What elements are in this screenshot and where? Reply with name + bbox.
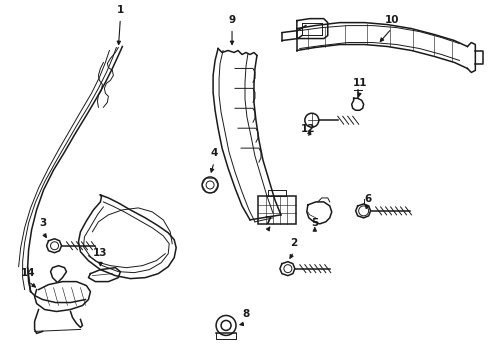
Text: 3: 3 <box>39 218 46 228</box>
Text: 9: 9 <box>228 15 235 24</box>
Text: 13: 13 <box>93 248 107 258</box>
Bar <box>258 196 295 224</box>
Text: 7: 7 <box>264 216 271 226</box>
Text: 8: 8 <box>242 310 249 319</box>
Text: 4: 4 <box>210 148 217 158</box>
Text: 11: 11 <box>352 78 366 88</box>
Text: 10: 10 <box>384 15 398 24</box>
Text: 1: 1 <box>117 5 124 15</box>
Text: 5: 5 <box>310 218 318 228</box>
Text: 12: 12 <box>300 124 314 134</box>
Text: 2: 2 <box>290 238 297 248</box>
Text: 14: 14 <box>21 267 36 278</box>
Text: 6: 6 <box>363 194 370 204</box>
